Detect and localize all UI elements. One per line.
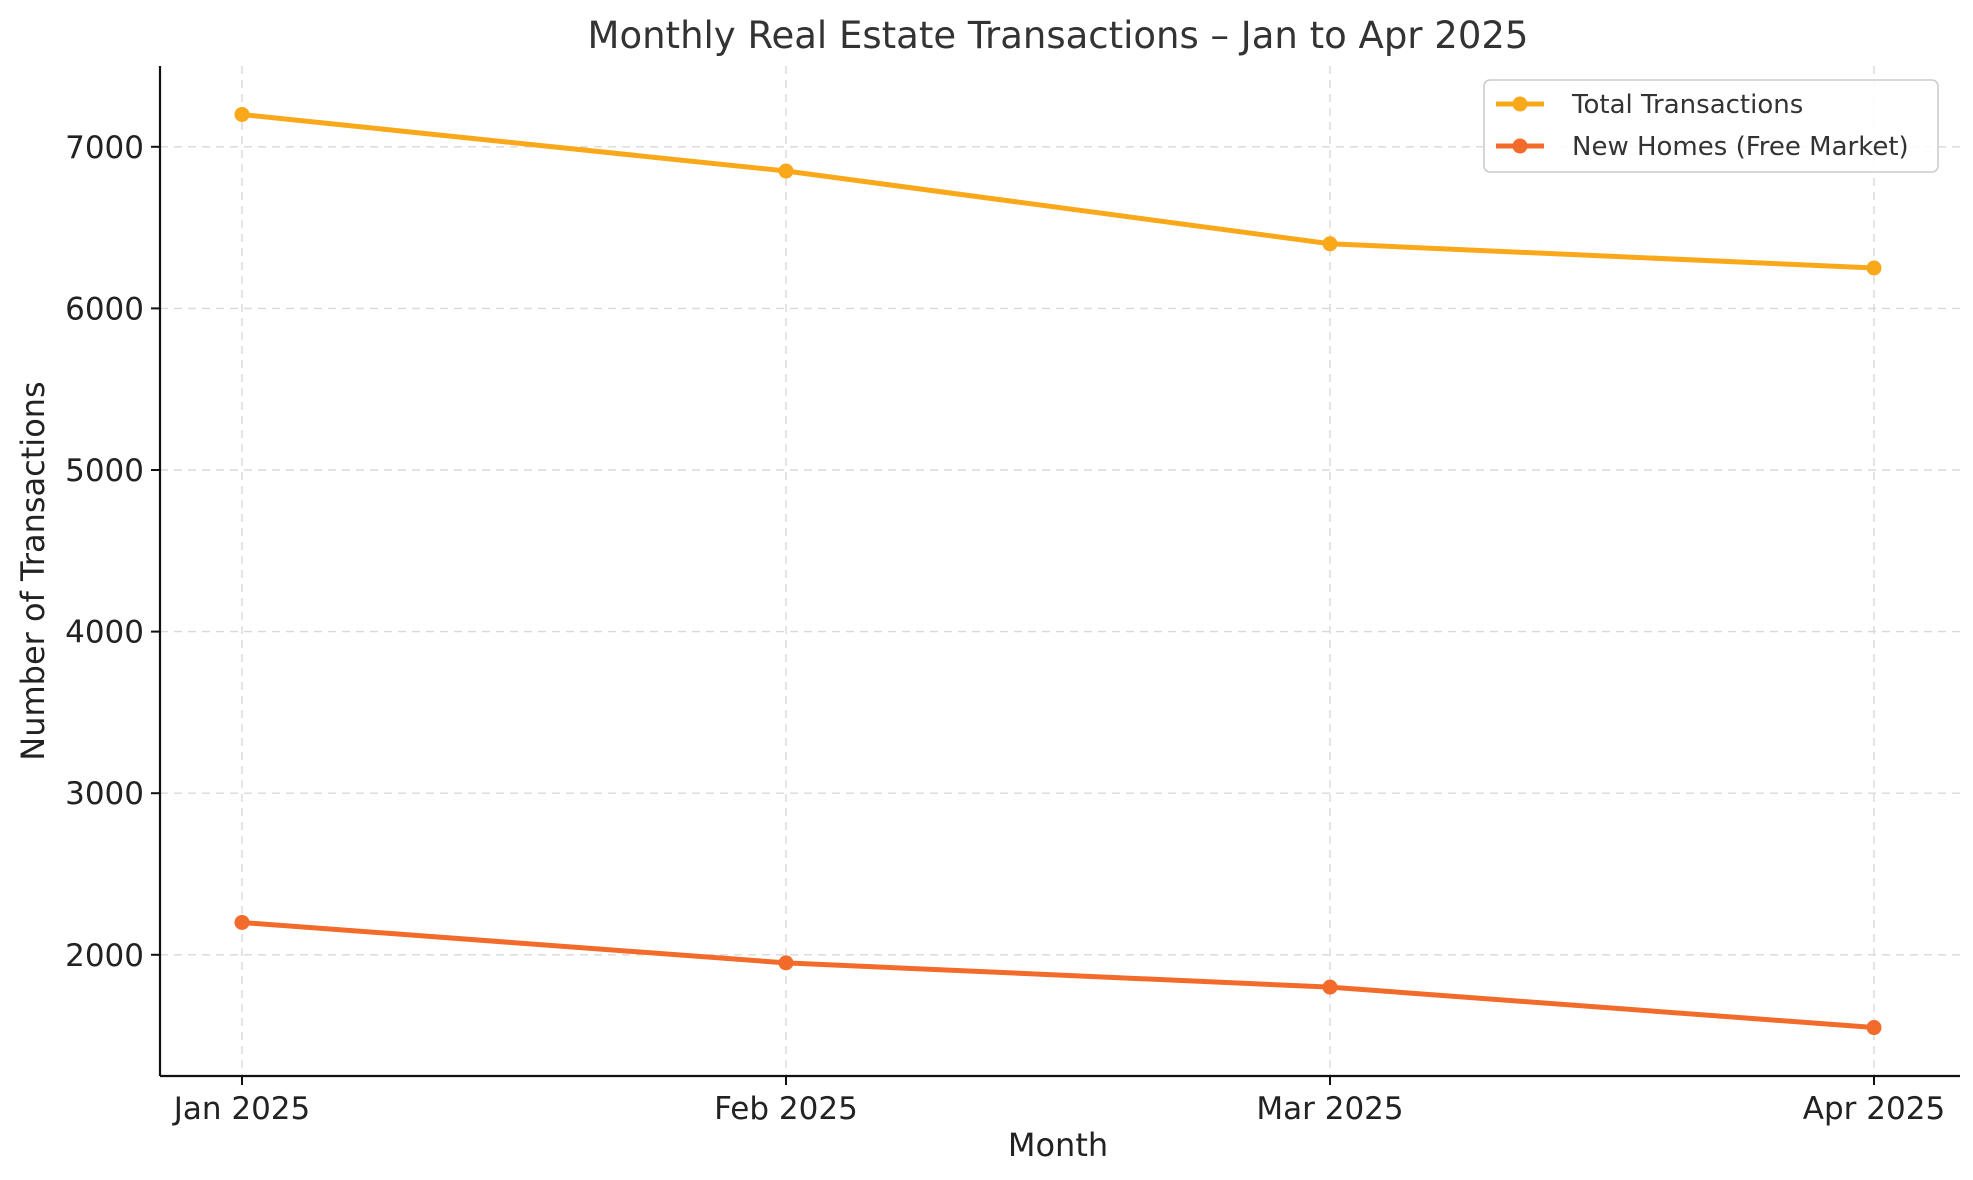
data-point <box>1322 979 1338 995</box>
legend: Total Transactions New Homes (Free Market… <box>1483 79 1939 173</box>
y-tick-label: 4000 <box>65 615 144 651</box>
data-point <box>234 914 250 930</box>
y-tick-label: 6000 <box>65 291 144 327</box>
tick-labels: Jan 2025 Feb 2025 Mar 2025 Apr 2025 2000 3000… <box>65 130 1945 1127</box>
series-2 <box>234 914 1882 1036</box>
data-point <box>778 955 794 971</box>
axes <box>158 66 1960 1078</box>
data-point <box>1322 236 1338 252</box>
series-line <box>239 919 1877 1031</box>
x-axis-label: Month <box>1008 1126 1108 1164</box>
legend-label: New Homes (Free Market) <box>1572 132 1909 162</box>
data-point <box>1866 260 1882 276</box>
legend-marker <box>1512 96 1528 112</box>
data-point <box>1866 1020 1882 1036</box>
data-series <box>234 106 1882 1036</box>
series-1 <box>234 106 1882 276</box>
x-tick-label: Feb 2025 <box>714 1091 858 1127</box>
y-tick-label: 3000 <box>65 776 144 812</box>
y-tick-label: 5000 <box>65 453 144 489</box>
data-point <box>778 163 794 179</box>
x-tick-label: Jan 2025 <box>172 1091 311 1127</box>
data-point <box>234 106 250 122</box>
y-tick-label: 7000 <box>65 130 144 166</box>
chart-title: Monthly Real Estate Transactions – Jan t… <box>588 14 1529 57</box>
x-tick-label: Mar 2025 <box>1256 1091 1403 1127</box>
series-line <box>239 111 1877 271</box>
legend-marker <box>1512 138 1528 154</box>
y-tick-label: 2000 <box>65 938 144 974</box>
y-axis-label: Number of Transactions <box>14 381 52 760</box>
x-tick-label: Apr 2025 <box>1803 1091 1945 1127</box>
legend-box <box>1483 79 1939 173</box>
legend-label: Total Transactions <box>1571 90 1803 120</box>
grid-lines <box>160 66 1960 1076</box>
